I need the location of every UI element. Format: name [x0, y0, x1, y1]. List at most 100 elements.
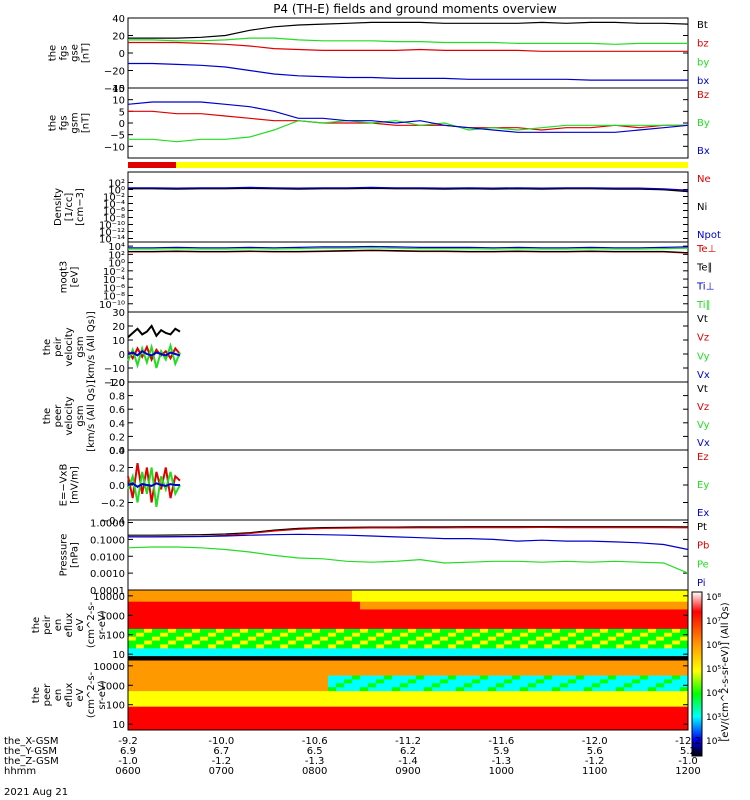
heatmap-cell: [160, 671, 169, 676]
heatmap-cell: [144, 691, 153, 696]
heatmap-cell: [176, 675, 185, 680]
heatmap-cell: [192, 617, 201, 622]
heatmap-cell: [504, 660, 513, 665]
y-tick-label: 0.1000: [90, 535, 125, 546]
heatmap-cell: [432, 605, 441, 610]
heatmap-cell: [632, 722, 641, 727]
heatmap-cell: [424, 613, 433, 618]
y-tick-label: 100: [106, 701, 125, 712]
heatmap-cell: [552, 726, 561, 731]
heatmap-cell: [384, 640, 393, 645]
heatmap-cell: [472, 663, 481, 669]
heatmap-cell: [640, 675, 649, 680]
heatmap-cell: [680, 609, 689, 614]
heatmap-cell: [504, 656, 513, 661]
y-axis-label: [nPa]: [70, 542, 81, 568]
heatmap-cell: [360, 621, 369, 626]
heatmap-cell: [496, 601, 505, 606]
heatmap-cell: [464, 698, 473, 704]
heatmap-cell: [592, 683, 601, 688]
heatmap-cell: [528, 628, 537, 634]
heatmap-cell: [384, 671, 393, 676]
heatmap-cell: [456, 695, 465, 700]
heatmap-cell: [536, 601, 545, 606]
y-axis-label: peir: [42, 614, 53, 634]
heatmap-cell: [168, 722, 177, 727]
heatmap-cell: [320, 683, 329, 688]
heatmap-cell: [192, 687, 201, 692]
heatmap-cell: [272, 687, 281, 692]
heatmap-cell: [448, 710, 457, 715]
heatmap-cell: [176, 652, 185, 657]
heatmap-cell: [416, 683, 425, 688]
y-tick-label: 0.0: [109, 481, 125, 492]
heatmap-cell: [536, 679, 545, 684]
heatmap-cell: [456, 687, 465, 692]
heatmap-cell: [480, 590, 489, 595]
heatmap-cell: [352, 601, 361, 606]
heatmap-cell: [512, 597, 521, 603]
heatmap-cell: [624, 710, 633, 715]
heatmap-cell: [528, 710, 537, 715]
heatmap-cell: [320, 663, 329, 669]
y-tick-label: 1000: [100, 611, 125, 622]
heatmap-cell: [280, 679, 289, 684]
heatmap-cell: [280, 718, 289, 723]
heatmap-cell: [456, 683, 465, 688]
heatmap-cell: [328, 632, 337, 638]
heatmap-cell: [544, 714, 553, 719]
heatmap-cell: [400, 726, 409, 731]
heatmap-cell: [280, 625, 289, 630]
heatmap-cell: [280, 590, 289, 595]
heatmap-cell: [128, 597, 137, 603]
heatmap-cell: [480, 617, 489, 622]
heatmap-cell: [320, 726, 329, 731]
heatmap-cell: [616, 671, 625, 676]
heatmap-cell: [432, 663, 441, 669]
heatmap-cell: [448, 691, 457, 696]
heatmap-cell: [432, 718, 441, 723]
heatmap-cell: [248, 628, 257, 634]
heatmap-cell: [312, 698, 321, 704]
heatmap-cell: [592, 613, 601, 618]
heatmap-cell: [448, 593, 457, 599]
heatmap-cell: [216, 695, 225, 700]
heatmap-cell: [376, 675, 385, 680]
heatmap-cell: [488, 675, 497, 680]
heatmap-cell: [624, 683, 633, 688]
heatmap-cell: [464, 590, 473, 595]
heatmap-cell: [648, 683, 657, 688]
heatmap-cell: [272, 660, 281, 665]
heatmap-cell: [176, 687, 185, 692]
heatmap-cell: [680, 710, 689, 715]
heatmap-cell: [632, 663, 641, 669]
heatmap-cell: [560, 609, 569, 614]
heatmap-cell: [544, 698, 553, 704]
heatmap-cell: [440, 605, 449, 610]
heatmap-cell: [128, 590, 137, 595]
heatmap-cell: [312, 636, 321, 641]
heatmap-cell: [592, 722, 601, 727]
heatmap-cell: [496, 652, 505, 657]
heatmap-cell: [360, 652, 369, 657]
heatmap-cell: [536, 722, 545, 727]
heatmap-cell: [672, 660, 681, 665]
heatmap-cell: [464, 644, 473, 649]
heatmap-cell: [248, 601, 257, 606]
heatmap-cell: [680, 644, 689, 649]
heatmap-cell: [528, 714, 537, 719]
heatmap-cell: [640, 605, 649, 610]
heatmap-cell: [624, 687, 633, 692]
heatmap-cell: [584, 687, 593, 692]
heatmap-cell: [664, 644, 673, 649]
heatmap-cell: [152, 671, 161, 676]
heatmap-cell: [168, 632, 177, 638]
heatmap-cell: [376, 644, 385, 649]
heatmap-cell: [576, 663, 585, 669]
heatmap-cell: [648, 714, 657, 719]
x-tick-label: 5.9: [493, 746, 509, 757]
heatmap-cell: [472, 698, 481, 704]
heatmap-cell: [528, 695, 537, 700]
heatmap-cell: [560, 695, 569, 700]
heatmap-cell: [648, 636, 657, 641]
